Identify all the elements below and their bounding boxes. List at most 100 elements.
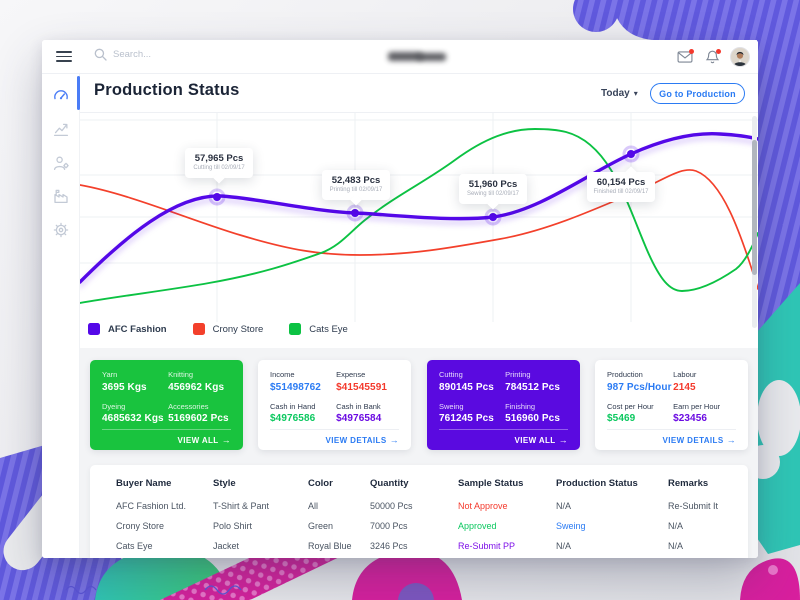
cell-buyer-name: AFC Fashion Ltd. xyxy=(116,501,187,511)
view-all-link[interactable]: VIEW ALL → xyxy=(439,429,568,450)
sidebar-item-analytics[interactable] xyxy=(52,120,70,138)
search-input[interactable] xyxy=(113,49,233,60)
search-bar xyxy=(94,48,233,61)
stat-value: 456962 Kgs xyxy=(168,381,225,393)
table-header-row: Buyer Name Style Color Quantity Sample S… xyxy=(116,474,748,498)
app-window: Production Status Today▾ Go to Productio… xyxy=(42,40,758,558)
finance-summary-card: Income $51498762 Expense $41545591 Cash in… xyxy=(258,360,411,450)
mail-icon[interactable] xyxy=(676,48,694,66)
tooltip-finished: 60,154 Pcs Finished till 02/09/17 xyxy=(587,172,655,202)
chart-legend: AFC Fashion Crony Store Cats Eye xyxy=(88,323,348,335)
cell-quantity: 7000 Pcs xyxy=(370,521,408,531)
stat-value: 761245 Pcs xyxy=(439,413,494,424)
menu-icon[interactable] xyxy=(56,51,72,63)
legend-item-crony-store: Crony Store xyxy=(192,323,263,335)
stat-label: Labour xyxy=(673,370,697,379)
tooltip-printing: 52,483 Pcs Printing till 02/09/17 xyxy=(322,170,390,200)
arrow-right-icon: → xyxy=(726,435,736,445)
stat-value: $4976584 xyxy=(336,413,382,424)
arrow-right-icon: → xyxy=(558,435,568,445)
stat-value: $41545591 xyxy=(336,381,388,393)
stat-value: 2145 xyxy=(673,381,696,393)
cell-production-status: N/A xyxy=(556,501,572,511)
stat-value: 5169602 Pcs xyxy=(168,413,229,424)
legend-item-cats-eye: Cats Eye xyxy=(289,323,348,335)
active-item-indicator xyxy=(77,76,80,110)
legend-label: Cats Eye xyxy=(309,323,348,335)
line-crony-store xyxy=(80,169,758,290)
sidebar-item-customers[interactable] xyxy=(52,154,70,172)
go-to-production-button[interactable]: Go to Production xyxy=(650,83,745,104)
avatar[interactable] xyxy=(730,47,750,67)
stat-value: $5469 xyxy=(607,413,636,424)
chart-scrollbar-thumb[interactable] xyxy=(752,140,757,275)
user-gear-icon xyxy=(53,156,69,171)
stat-label: Cash in Bank xyxy=(336,401,381,411)
col-production-status: Production Status xyxy=(556,478,638,489)
stat-value: $23456 xyxy=(673,413,708,424)
stat-label: Production xyxy=(607,370,643,379)
stat-label: Yarn xyxy=(102,370,118,379)
date-filter-dropdown[interactable]: Today ▾ xyxy=(601,88,638,99)
line-afc-fashion xyxy=(80,132,758,284)
tooltip-value: 52,483 Pcs xyxy=(331,174,381,186)
cell-style: Polo Shirt xyxy=(213,521,253,531)
stat-label: Accessories xyxy=(168,401,209,411)
stat-label: Knitting xyxy=(168,370,194,379)
decor-pink-dot xyxy=(768,565,778,575)
orders-table: Buyer Name Style Color Quantity Sample S… xyxy=(116,474,748,558)
table-row: Cats Eye Jacket Royal Blue 3246 Pcs Re-S… xyxy=(116,538,748,558)
cell-buyer-name: Cats Eye xyxy=(116,541,153,551)
tooltip-sewing: 51,960 Pcs Sewing till 02/09/17 xyxy=(459,174,527,204)
cell-quantity: 50000 Pcs xyxy=(370,501,413,511)
search-icon xyxy=(94,48,107,61)
cell-sample-status: Not Approve xyxy=(458,501,508,511)
arrow-right-icon: → xyxy=(389,435,399,445)
tooltip-value: 57,965 Pcs xyxy=(194,152,244,164)
cell-production-status: N/A xyxy=(556,541,572,551)
sidebar xyxy=(42,74,80,558)
tooltip-cutting: 57,965 Pcs Cutting till 02/09/17 xyxy=(185,148,253,178)
stat-label: Cash in Hand xyxy=(270,401,316,411)
bell-icon[interactable] xyxy=(703,48,721,66)
header-divider xyxy=(80,112,758,113)
sidebar-item-settings[interactable] xyxy=(52,221,70,239)
cell-color: All xyxy=(308,501,319,511)
stat-label: Cost per Hour xyxy=(607,401,654,411)
arrow-right-icon: → xyxy=(221,435,231,445)
stat-value: 516960 Pcs xyxy=(505,413,561,424)
view-details-link[interactable]: VIEW DETAILS → xyxy=(607,429,736,450)
topbar xyxy=(42,40,758,74)
legend-label: AFC Fashion xyxy=(108,323,167,335)
logo-blurred xyxy=(388,51,448,62)
analytics-chart-icon xyxy=(53,123,69,137)
cell-production-status: Sweing xyxy=(556,521,586,531)
cell-remarks: Re-Submit It xyxy=(668,501,719,511)
rates-summary-card: Production 987 Pcs/Hour Labour 2145 Cost p… xyxy=(595,360,748,450)
tooltip-value: 51,960 Pcs xyxy=(468,178,518,190)
col-color: Color xyxy=(308,478,333,489)
decor-squiggle-2 xyxy=(65,585,97,595)
stat-value: 3695 Kgs xyxy=(102,381,147,393)
materials-summary-card: Yarn 3695 Kgs Knitting 456962 Kgs Dyeing 46… xyxy=(90,360,243,450)
legend-swatch xyxy=(289,323,302,335)
view-details-link[interactable]: VIEW DETAILS → xyxy=(270,429,399,450)
cell-sample-status: Re-Submit PP xyxy=(458,541,516,551)
tooltip-caption: Printing till 02/09/17 xyxy=(329,187,383,193)
decor-dotted-band xyxy=(160,549,356,600)
gear-icon xyxy=(53,222,69,238)
stat-label: Finishing xyxy=(505,401,536,411)
stat-label: Cutting xyxy=(439,370,463,379)
stat-label: Dyeing xyxy=(102,401,126,411)
sidebar-item-production[interactable] xyxy=(52,187,70,205)
production-line-chart xyxy=(80,112,758,322)
dashboard-gauge-icon xyxy=(54,90,68,100)
legend-swatch xyxy=(88,323,100,335)
stat-label: Earn per Hour xyxy=(673,401,721,411)
view-all-link[interactable]: VIEW ALL → xyxy=(102,429,231,450)
mail-notification-dot xyxy=(689,49,694,54)
stat-value: $51498762 xyxy=(270,381,321,393)
sidebar-item-dashboard[interactable] xyxy=(52,86,70,104)
col-remarks: Remarks xyxy=(668,478,709,489)
col-style: Style xyxy=(213,478,236,489)
